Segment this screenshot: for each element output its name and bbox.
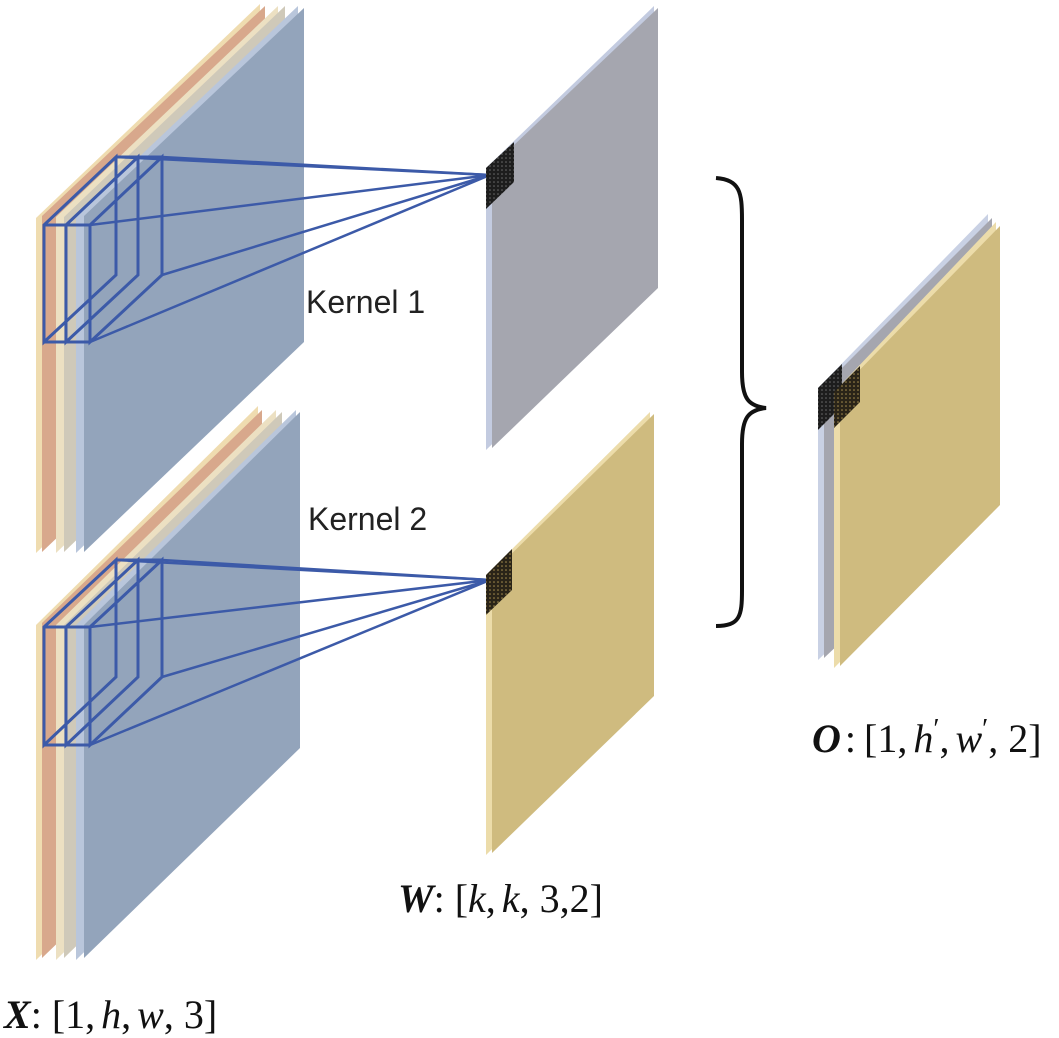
kernel-1-label: Kernel 1 [306, 284, 425, 320]
output-shape-label: O: [1, h′, w′, 2] [812, 714, 1042, 761]
output-stack [818, 214, 1000, 668]
input-shape-label: X: [1, h, w, 3] [2, 992, 217, 1037]
kernel-1-patch [486, 142, 514, 209]
kernel-1-plane [486, 6, 658, 450]
input-stack-top [36, 4, 491, 553]
input-symbol: X [2, 992, 32, 1037]
weights-symbol: W [398, 876, 436, 921]
kernel-2-patch [486, 549, 512, 615]
input-stack-bottom [36, 406, 491, 960]
channel-layer-front [76, 410, 300, 960]
output-symbol: O [812, 716, 841, 761]
grouping-brace [715, 176, 767, 628]
output-patch-channel-2 [834, 366, 860, 428]
output-patch-channel-1 [818, 364, 842, 430]
weights-shape-label: W: [k, k, 3,2] [398, 876, 603, 921]
projection-lines-bottom [89, 558, 491, 747]
kernel-2-plane [486, 412, 654, 855]
projection-lines-top [89, 155, 491, 344]
kernel-2-label: Kernel 2 [308, 501, 427, 537]
channel-layer-front [76, 6, 304, 553]
